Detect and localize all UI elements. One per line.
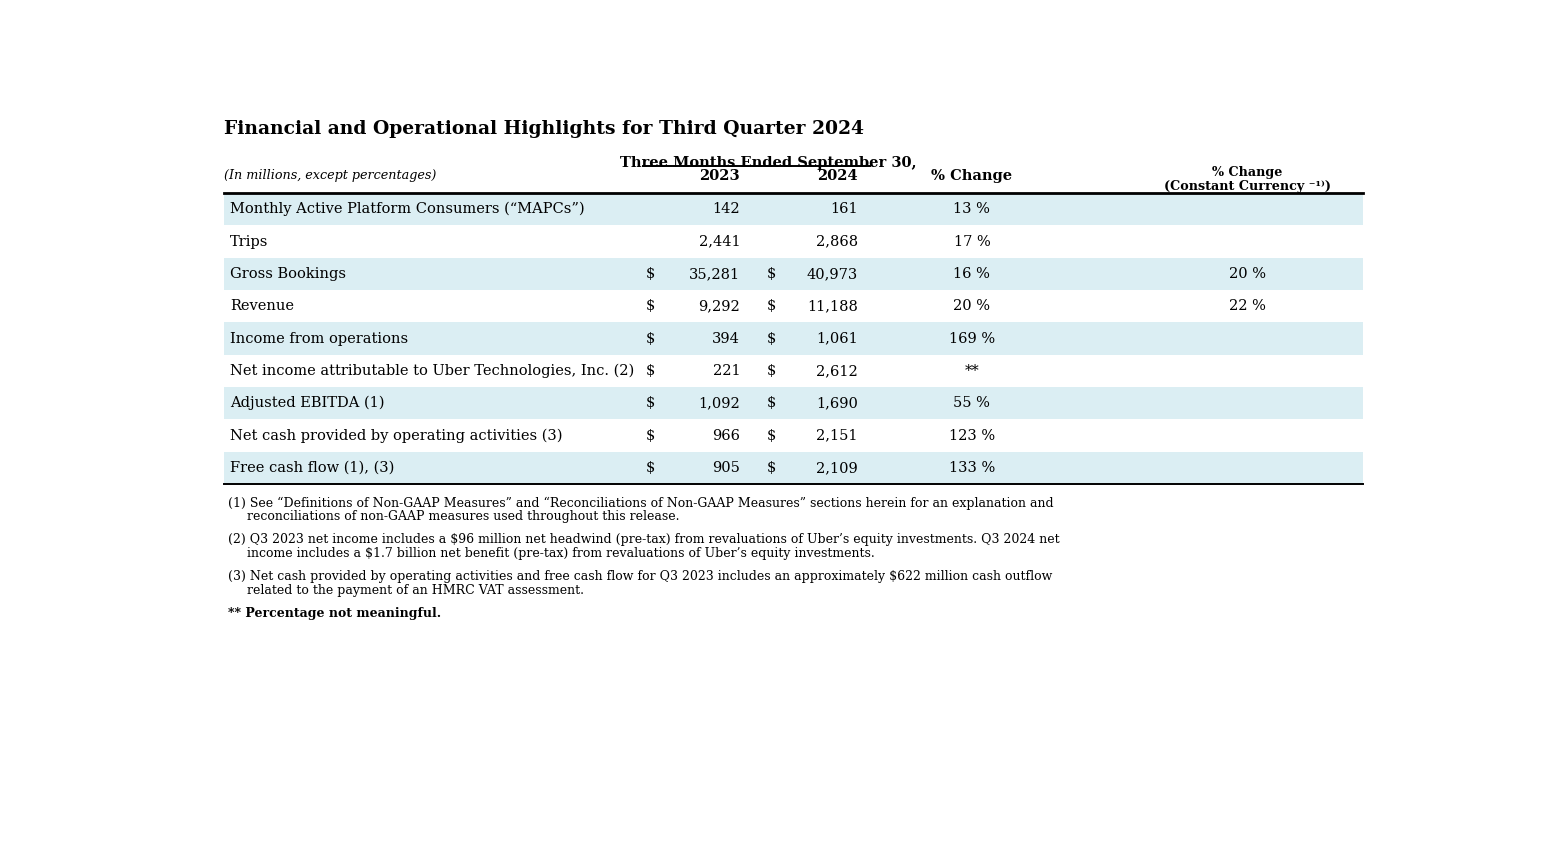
Text: $: $ <box>766 397 777 410</box>
Text: 1,061: 1,061 <box>817 332 858 346</box>
Text: Trips: Trips <box>230 234 269 249</box>
Text: $: $ <box>766 429 777 442</box>
Text: (3) Net cash provided by operating activities and free cash flow for Q3 2023 inc: (3) Net cash provided by operating activ… <box>229 570 1053 583</box>
Text: 1,092: 1,092 <box>698 397 740 410</box>
Text: 169 %: 169 % <box>950 332 994 346</box>
Text: 2,109: 2,109 <box>817 461 858 475</box>
Bar <box>224 452 1363 484</box>
Text: 2,612: 2,612 <box>817 364 858 378</box>
Text: **: ** <box>965 364 979 378</box>
Text: Adjusted EBITDA (1): Adjusted EBITDA (1) <box>230 396 384 410</box>
Text: 123 %: 123 % <box>950 429 994 442</box>
Text: Net cash provided by operating activities (3): Net cash provided by operating activitie… <box>230 429 562 442</box>
Text: % Change: % Change <box>1212 166 1282 179</box>
Bar <box>224 387 1363 419</box>
Bar <box>224 257 1363 290</box>
Text: Monthly Active Platform Consumers (“MAPCs”): Monthly Active Platform Consumers (“MAPC… <box>230 202 585 216</box>
Text: $: $ <box>645 429 655 442</box>
Bar <box>224 193 1363 226</box>
Text: 1,690: 1,690 <box>817 397 858 410</box>
Text: $: $ <box>645 267 655 281</box>
Text: 905: 905 <box>712 461 740 475</box>
Text: Gross Bookings: Gross Bookings <box>230 267 346 281</box>
Text: 142: 142 <box>712 202 740 216</box>
Text: 20 %: 20 % <box>1229 267 1266 281</box>
Text: 966: 966 <box>712 429 740 442</box>
Text: 133 %: 133 % <box>948 461 994 475</box>
Text: 22 %: 22 % <box>1229 299 1266 313</box>
Text: 394: 394 <box>712 332 740 346</box>
Text: 17 %: 17 % <box>954 234 990 249</box>
Text: Income from operations: Income from operations <box>230 332 408 346</box>
Text: (1) See “Definitions of Non-GAAP Measures” and “Reconciliations of Non-GAAP Meas: (1) See “Definitions of Non-GAAP Measure… <box>229 497 1053 510</box>
Text: 2,151: 2,151 <box>817 429 858 442</box>
Text: 2024: 2024 <box>817 169 858 183</box>
Text: 11,188: 11,188 <box>808 299 858 313</box>
Text: % Change: % Change <box>931 169 1013 183</box>
Text: $: $ <box>645 332 655 346</box>
Text: $: $ <box>645 299 655 313</box>
Text: $: $ <box>766 461 777 475</box>
Text: $: $ <box>766 364 777 378</box>
Text: 40,973: 40,973 <box>806 267 858 281</box>
Text: $: $ <box>645 364 655 378</box>
Text: 9,292: 9,292 <box>698 299 740 313</box>
Text: related to the payment of an HMRC VAT assessment.: related to the payment of an HMRC VAT as… <box>247 584 584 597</box>
Text: reconciliations of non-GAAP measures used throughout this release.: reconciliations of non-GAAP measures use… <box>247 511 679 524</box>
Text: 55 %: 55 % <box>954 397 990 410</box>
Text: $: $ <box>766 332 777 346</box>
Text: income includes a $1.7 billion net benefit (pre-tax) from revaluations of Uber’s: income includes a $1.7 billion net benef… <box>247 547 875 560</box>
Bar <box>224 322 1363 355</box>
Text: Net income attributable to Uber Technologies, Inc. (2): Net income attributable to Uber Technolo… <box>230 364 635 378</box>
Text: 16 %: 16 % <box>954 267 990 281</box>
Text: $: $ <box>766 299 777 313</box>
Text: (2) Q3 2023 net income includes a $96 million net headwind (pre-tax) from revalu: (2) Q3 2023 net income includes a $96 mi… <box>229 533 1059 546</box>
Text: (In millions, except percentages): (In millions, except percentages) <box>224 169 437 182</box>
Text: 2,868: 2,868 <box>815 234 858 249</box>
Text: (Constant Currency ⁻¹⁾): (Constant Currency ⁻¹⁾) <box>1164 180 1331 193</box>
Text: 2023: 2023 <box>699 169 740 183</box>
Text: $: $ <box>766 267 777 281</box>
Text: 20 %: 20 % <box>953 299 990 313</box>
Text: $: $ <box>645 461 655 475</box>
Text: $: $ <box>645 397 655 410</box>
Text: 161: 161 <box>831 202 858 216</box>
Text: Financial and Operational Highlights for Third Quarter 2024: Financial and Operational Highlights for… <box>224 120 865 138</box>
Text: Revenue: Revenue <box>230 299 295 313</box>
Text: 35,281: 35,281 <box>689 267 740 281</box>
Text: 221: 221 <box>712 364 740 378</box>
Text: Three Months Ended September 30,: Three Months Ended September 30, <box>619 156 916 170</box>
Text: ** Percentage not meaningful.: ** Percentage not meaningful. <box>229 607 442 620</box>
Text: 13 %: 13 % <box>954 202 990 216</box>
Text: Free cash flow (1), (3): Free cash flow (1), (3) <box>230 461 395 475</box>
Text: 2,441: 2,441 <box>698 234 740 249</box>
